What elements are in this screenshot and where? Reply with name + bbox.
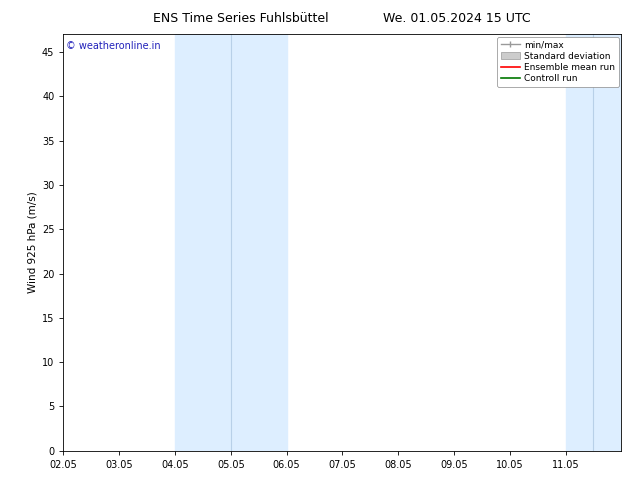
Bar [175, 34, 287, 451]
Text: ENS Time Series Fuhlsbüttel: ENS Time Series Fuhlsbüttel [153, 12, 329, 25]
Text: We. 01.05.2024 15 UTC: We. 01.05.2024 15 UTC [383, 12, 530, 25]
Legend: min/max, Standard deviation, Ensemble mean run, Controll run: min/max, Standard deviation, Ensemble me… [497, 37, 619, 87]
Bar [566, 34, 621, 451]
Y-axis label: Wind 925 hPa (m/s): Wind 925 hPa (m/s) [28, 192, 37, 294]
Text: © weatheronline.in: © weatheronline.in [66, 41, 161, 50]
